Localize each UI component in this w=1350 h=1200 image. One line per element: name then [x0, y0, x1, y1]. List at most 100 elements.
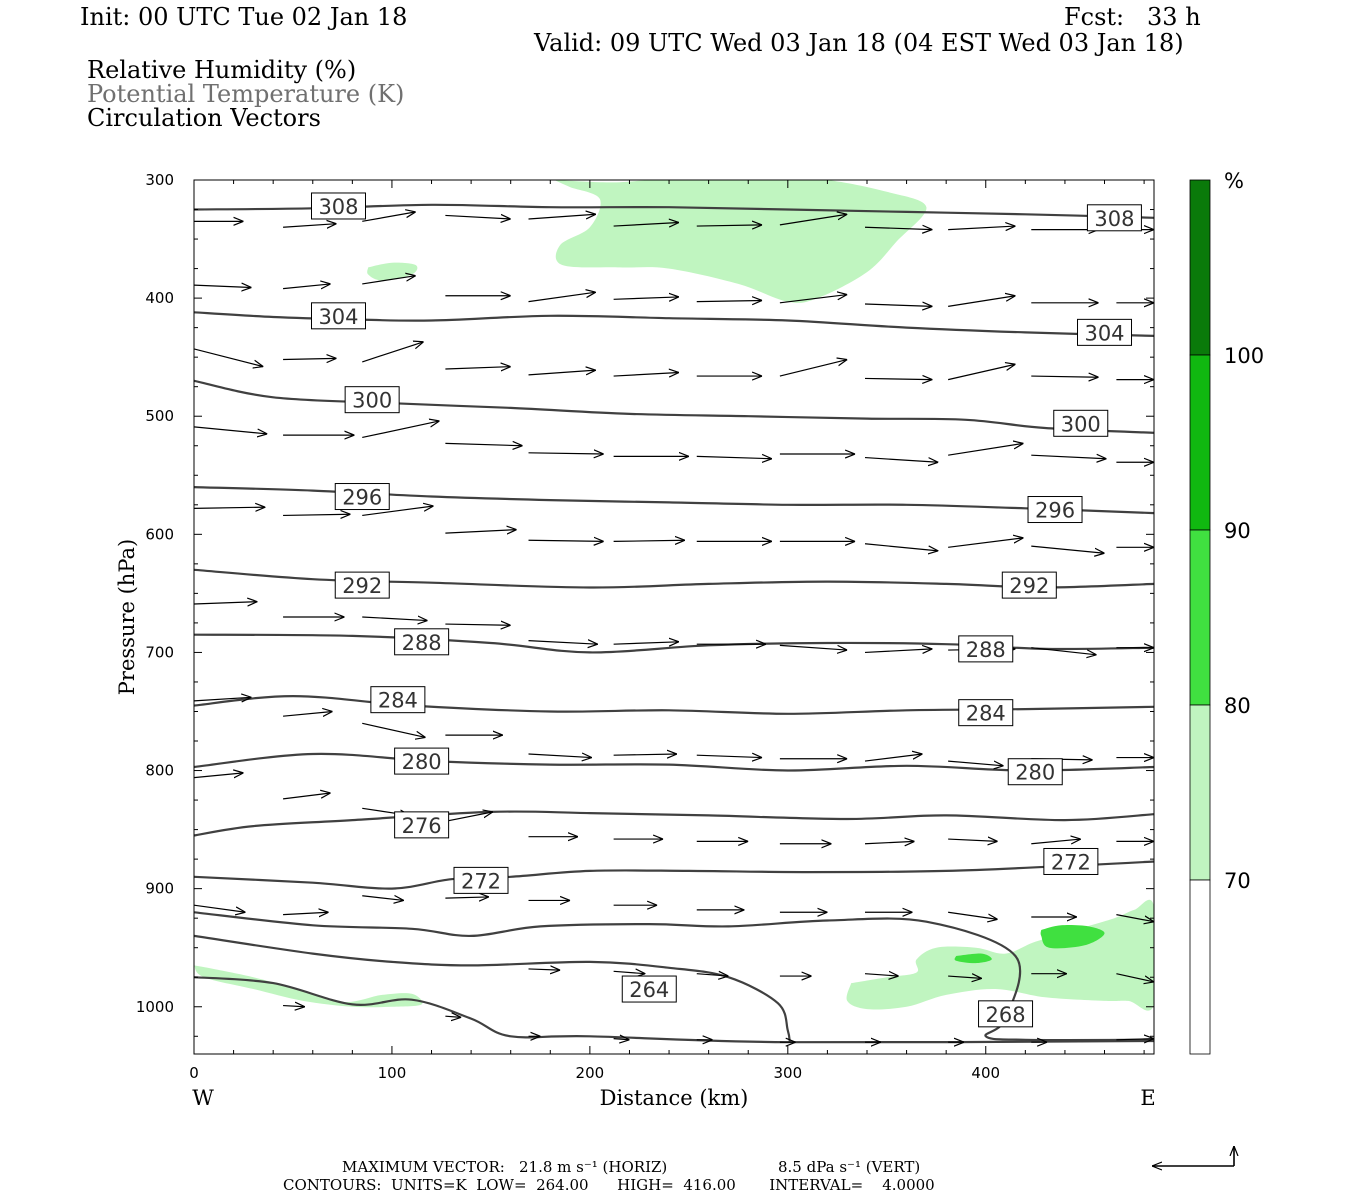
theta-contour-300 — [194, 379, 1154, 434]
circulation-vector — [696, 225, 762, 226]
contour-label-296: 296 — [1027, 496, 1083, 524]
circulation-vector — [864, 543, 938, 551]
theta-contour-280 — [194, 752, 1154, 772]
contour-label-264: 264 — [621, 975, 677, 1003]
circulation-vector — [613, 223, 679, 227]
contour-label-304: 304 — [1077, 318, 1133, 346]
circulation-vector — [613, 373, 679, 377]
circulation-vector — [1031, 545, 1104, 553]
circulation-vector — [1116, 914, 1154, 922]
svg-text:304: 304 — [1084, 321, 1124, 345]
circulation-vector — [696, 456, 772, 458]
contour-label-280: 280 — [394, 747, 450, 775]
svg-text:280: 280 — [402, 750, 442, 774]
circulation-vector — [445, 367, 510, 369]
circulation-vector — [194, 507, 265, 508]
reference-vector-icon — [1152, 1146, 1234, 1166]
circulation-vector — [528, 370, 596, 376]
circulation-vector — [445, 443, 522, 445]
circulation-vector — [696, 755, 762, 757]
circulation-vector — [613, 1039, 630, 1040]
svg-text:284: 284 — [966, 702, 1006, 726]
circulation-vector — [283, 1006, 305, 1007]
circulation-vector — [613, 754, 677, 755]
x-axis-title: Distance (km) — [600, 1086, 749, 1110]
contour-label-272: 272 — [1043, 847, 1099, 875]
svg-text:300: 300 — [1061, 412, 1101, 436]
colorbar-level-90: 90 — [1224, 519, 1251, 543]
svg-text:308: 308 — [1094, 207, 1134, 231]
theta-contour-268 — [194, 911, 1154, 1042]
circulation-vector — [696, 974, 729, 976]
circulation-vector — [948, 976, 982, 978]
y-tick-label: 1000 — [136, 998, 174, 1016]
contour-label-280: 280 — [1007, 758, 1063, 786]
contour-label-layer: 308 308 304 304 300 300 296 296 292 292 288 288 284 2… — [310, 192, 1142, 1028]
circulation-vector — [283, 284, 331, 289]
theta-contour-260 — [194, 976, 1154, 1044]
svg-text:288: 288 — [402, 631, 442, 655]
circulation-vector — [613, 642, 679, 644]
theta-contour-272 — [194, 860, 1154, 890]
rh-region-0 — [554, 180, 927, 303]
y-tick-label: 900 — [145, 880, 174, 898]
colorbar-level-70: 70 — [1224, 869, 1251, 893]
circulation-vector — [1031, 839, 1080, 844]
circulation-vector — [194, 602, 257, 604]
circulation-vector — [194, 285, 251, 287]
circulation-vector — [528, 969, 561, 970]
x-tick-label: 400 — [971, 1064, 1000, 1082]
y-tick-label: 400 — [145, 289, 174, 307]
rh-region-2 — [846, 900, 1154, 1011]
circulation-vector — [779, 214, 847, 226]
rh-region-5 — [194, 965, 423, 1008]
west-label: W — [192, 1086, 214, 1110]
contour-label-284: 284 — [958, 699, 1014, 727]
svg-text:292: 292 — [1009, 574, 1049, 598]
east-label: E — [1140, 1086, 1155, 1110]
svg-text:272: 272 — [461, 869, 501, 893]
plot-frame — [193, 179, 1155, 1055]
rh-region-3 — [1040, 925, 1105, 949]
contour-label-276: 276 — [394, 811, 450, 839]
circulation-vector-layer — [194, 212, 1154, 1042]
contour-label-300: 300 — [344, 386, 400, 414]
x-tick-label: 0 — [189, 1064, 199, 1082]
circulation-vector — [194, 697, 251, 701]
circulation-vector — [948, 226, 1015, 230]
circulation-vector — [864, 304, 932, 306]
circulation-vector — [445, 215, 510, 219]
circulation-vector — [948, 839, 997, 841]
circulation-vector — [1116, 1039, 1154, 1040]
circulation-vector — [283, 224, 336, 228]
circulation-vector — [445, 1016, 461, 1017]
circulation-vector — [362, 276, 415, 285]
circulation-vector — [948, 296, 1015, 307]
max-vector-horiz: 21.8 m s⁻¹ (HORIZ) — [519, 1158, 668, 1176]
rh-colorbar: % 70 80 90 100 — [1189, 169, 1264, 1055]
circulation-vector — [194, 904, 245, 912]
colorbar-band-0 — [1189, 179, 1211, 356]
circulation-vector — [362, 506, 433, 517]
contour-label-296: 296 — [334, 483, 390, 511]
circulation-vector — [283, 912, 329, 914]
circulation-vector — [445, 624, 510, 625]
contour-label-284: 284 — [370, 686, 426, 714]
circulation-vector — [445, 897, 489, 898]
svg-text:284: 284 — [378, 689, 418, 713]
contour-label-288: 288 — [958, 635, 1014, 663]
max-vector-label: MAXIMUM VECTOR: — [342, 1158, 505, 1176]
svg-text:280: 280 — [1015, 761, 1055, 785]
valid-time: Valid: 09 UTC Wed 03 Jan 18 (04 EST Wed … — [534, 29, 1184, 57]
circulation-vector — [362, 421, 439, 439]
circulation-vector — [613, 540, 685, 541]
circulation-vector — [362, 342, 423, 363]
circulation-vector — [864, 456, 938, 463]
theta-contour-264 — [194, 934, 791, 1043]
theta-contour-layer — [194, 203, 1154, 1044]
field-vectors-label: Circulation Vectors — [87, 104, 321, 132]
circulation-vector — [283, 358, 336, 359]
x-tick-label: 200 — [576, 1064, 605, 1082]
y-tick-label: 500 — [145, 407, 174, 425]
